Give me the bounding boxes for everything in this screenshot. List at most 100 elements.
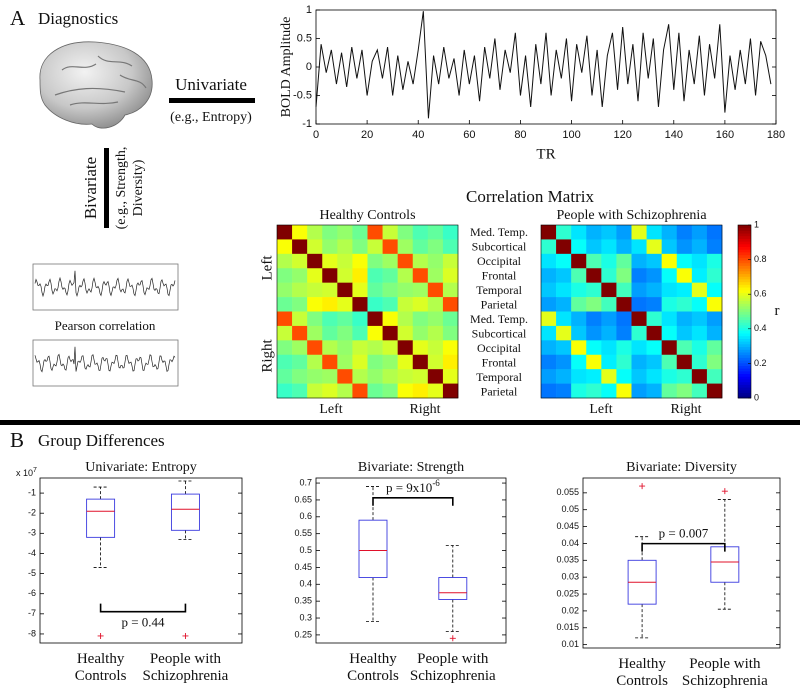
colorbar-strip <box>738 300 751 304</box>
colorbar-strip <box>738 249 751 253</box>
colorbar-strip <box>738 387 751 391</box>
colorbar-strip <box>738 360 751 364</box>
colorbar-strip <box>738 370 751 375</box>
heatmap-cell <box>277 369 293 384</box>
heatmap-cell <box>277 383 293 399</box>
heatmap-cell <box>382 239 398 255</box>
plot-frame <box>540 224 723 399</box>
whisker <box>93 486 108 500</box>
box <box>710 546 740 583</box>
colorbar-strip <box>738 346 751 350</box>
hemisphere-label: Left <box>259 255 275 281</box>
heatmap-cell <box>352 383 368 399</box>
colorbar-strip <box>738 257 751 261</box>
region-label: Temporal <box>476 283 522 297</box>
y-tick-label: 0.045 <box>556 521 579 531</box>
heatmap-cell <box>397 239 414 255</box>
heatmap-cell <box>646 311 662 327</box>
heatmap-cell <box>586 239 602 255</box>
colorbar-strip <box>738 292 751 296</box>
heatmap-cell <box>277 225 293 240</box>
heatmap-cell <box>337 282 353 298</box>
colorbar-strip <box>738 338 751 342</box>
heatmap-cell <box>556 253 572 269</box>
heatmap-cell <box>541 297 557 312</box>
colorbar-tick-label: 0.6 <box>754 289 767 299</box>
heatmap-cell <box>661 297 678 312</box>
y-tick-label: 0.25 <box>294 629 312 639</box>
heatmap-cell <box>601 340 617 356</box>
heatmap-cell <box>631 311 647 327</box>
heatmap-cell <box>442 311 459 327</box>
colorbar-strip <box>738 392 751 396</box>
heatmap-cell <box>397 282 414 298</box>
colorbar-strip <box>738 362 751 366</box>
heatmap-cell <box>307 297 323 312</box>
heatmap-cell <box>691 282 708 298</box>
colorbar-strip <box>738 389 751 393</box>
y-tick-label: -4 <box>28 548 36 558</box>
heatmap-cell <box>541 225 557 240</box>
region-label: Med. Temp. <box>470 312 528 326</box>
colorbar-strip <box>738 235 751 239</box>
heatmap-cell <box>337 268 353 283</box>
heatmap-cell <box>442 383 459 399</box>
category-label: People with Schizophrenia <box>142 651 229 684</box>
outlier <box>97 632 104 639</box>
univariate-example: (e.g., Entropy) <box>170 110 252 125</box>
heatmap-cell <box>382 297 398 312</box>
heatmap-cell <box>556 354 572 370</box>
category-label: Healthy Controls <box>347 651 399 684</box>
colorbar-strip <box>738 252 751 256</box>
heatmap-cell <box>601 282 617 298</box>
heatmap-cell <box>307 369 323 384</box>
heatmap-cell <box>397 369 414 384</box>
heatmap-cell <box>382 325 398 341</box>
heatmap-cell <box>367 311 383 327</box>
heatmap-cell <box>571 383 587 399</box>
heatmap-cell <box>322 340 338 356</box>
colorbar-strip <box>738 262 751 266</box>
heatmap-cell <box>571 311 587 327</box>
heatmap-cell <box>292 383 308 399</box>
heatmap-cell <box>706 340 723 356</box>
y-tick-label: 0.45 <box>294 562 312 572</box>
y-tick-label: 0.5 <box>297 32 312 44</box>
y-tick-label: 0.04 <box>561 538 579 548</box>
heatmap-cell <box>691 297 708 312</box>
heatmap-cell <box>397 325 414 341</box>
heatmap-cell <box>661 282 678 298</box>
plot-frame <box>315 477 507 644</box>
x-tick-label: 180 <box>767 129 785 141</box>
heatmap-cell <box>292 253 308 269</box>
whisker <box>445 545 460 578</box>
heatmap-cell <box>691 354 708 370</box>
heatmap-cell <box>706 253 723 269</box>
panel-title: Diagnostics <box>38 9 118 28</box>
heatmap-cell <box>322 325 338 341</box>
heatmap-cell <box>307 239 323 255</box>
y-tick-label: 0.03 <box>561 572 579 582</box>
heatmap-cell <box>616 225 632 240</box>
heatmap-cell <box>367 340 383 356</box>
significance-bracket <box>372 497 454 506</box>
heatmap-cell <box>412 239 429 255</box>
outlier <box>721 488 728 495</box>
heatmap-cell <box>571 225 587 240</box>
colorbar-tick-label: 0 <box>754 392 759 402</box>
plot-frame <box>39 477 243 644</box>
x-tick-label: 20 <box>361 129 373 141</box>
colorbar-strip <box>738 333 751 337</box>
heatmap-cell <box>292 340 308 356</box>
heatmap-cell <box>556 311 572 327</box>
heatmap-cell <box>397 311 414 327</box>
y-tick-label: 0.55 <box>294 528 312 538</box>
y-tick-label: 0.6 <box>299 511 312 521</box>
heatmap-cell <box>322 383 338 399</box>
colorbar-strip <box>738 225 751 229</box>
heatmap-cell <box>442 369 459 384</box>
heatmap-cell <box>616 311 632 327</box>
heatmap-cell <box>397 253 414 269</box>
heatmap-cell <box>277 268 293 283</box>
colorbar-strip <box>738 233 751 237</box>
